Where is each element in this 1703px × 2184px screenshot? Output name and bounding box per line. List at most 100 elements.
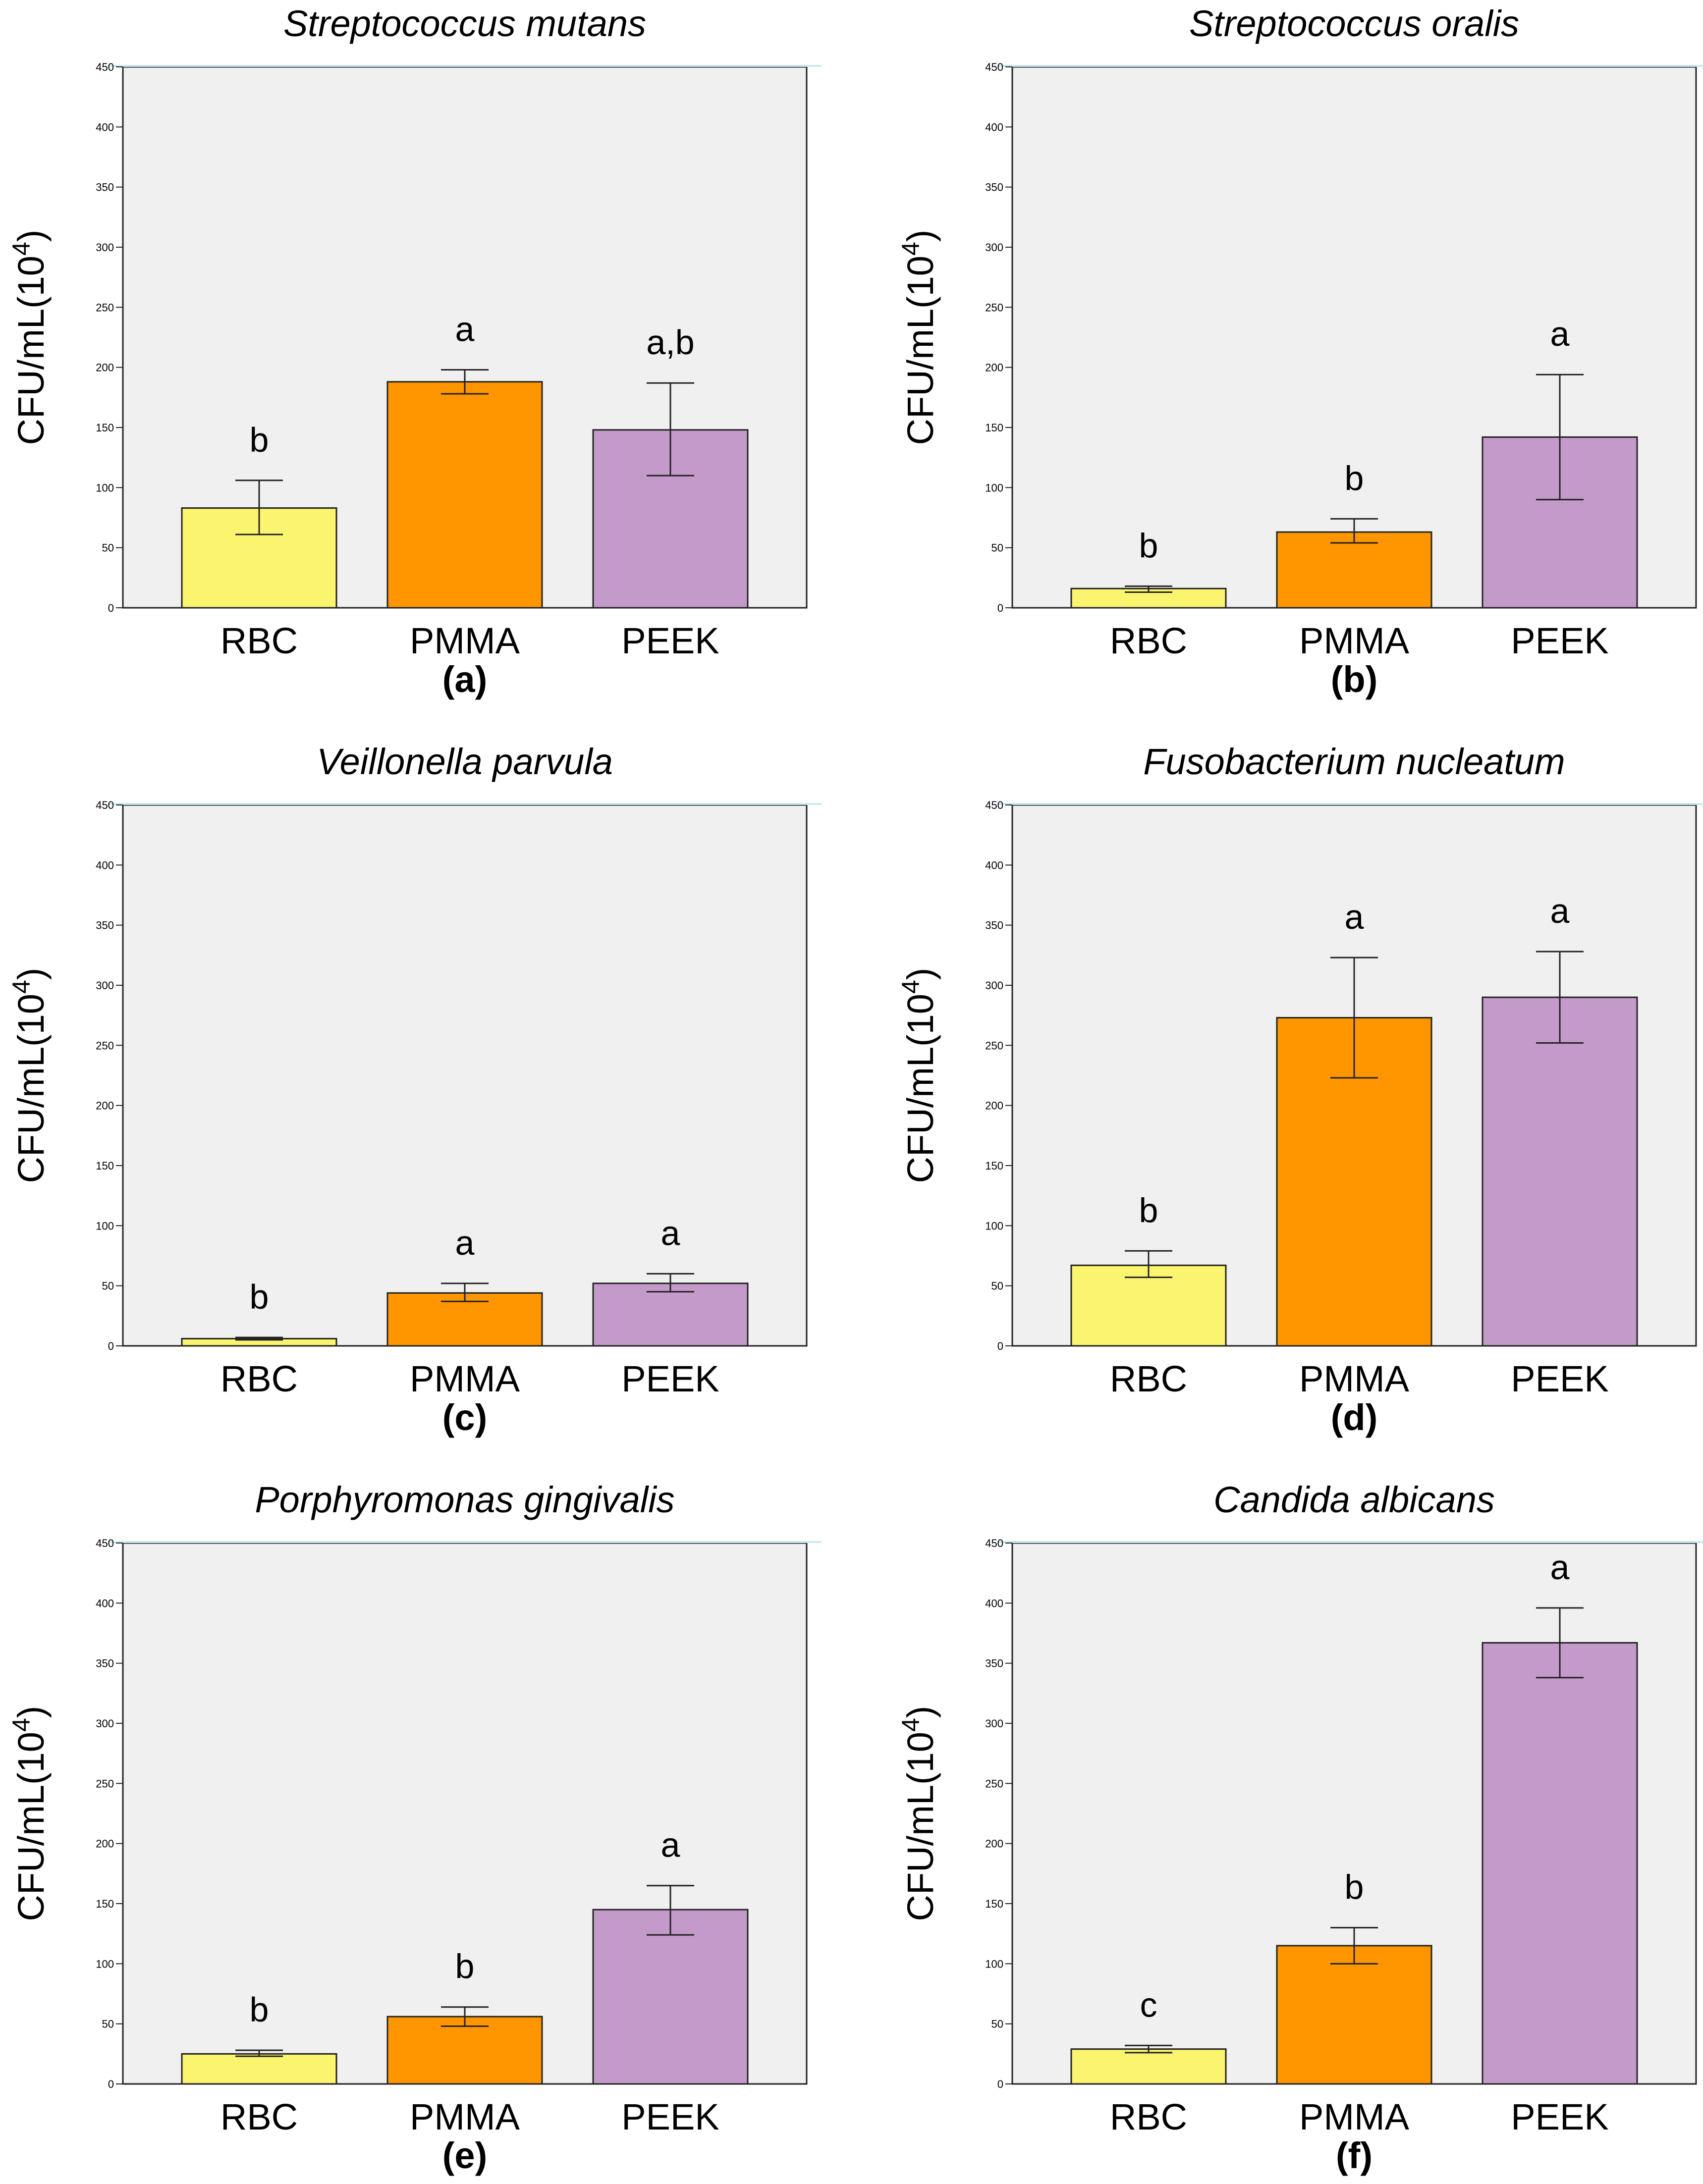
y-tick-label: 0 xyxy=(997,1340,1003,1352)
y-tick-label: 0 xyxy=(108,2078,114,2090)
y-tick-label: 300 xyxy=(96,979,114,992)
y-tick-label: 50 xyxy=(102,542,114,554)
chart-title: Veillonella parvula xyxy=(317,741,613,782)
bar-rbc xyxy=(1070,2048,1227,2085)
significance-letter: b xyxy=(455,1947,475,1986)
category-label-peek: PEEK xyxy=(1511,1358,1608,1399)
y-tick-label: 300 xyxy=(985,1717,1003,1730)
category-label-peek: PEEK xyxy=(621,2096,719,2137)
y-tick-label: 150 xyxy=(985,1898,1003,1910)
y-tick-label: 300 xyxy=(96,1717,114,1730)
category-label-peek: PEEK xyxy=(1511,2096,1608,2137)
y-axis-label-close: ) xyxy=(10,968,52,980)
y-axis-label: CFU/mL(104) xyxy=(7,968,52,1183)
significance-letter: a xyxy=(1550,1548,1570,1587)
y-tick-label: 50 xyxy=(991,2018,1003,2030)
y-axis-label-base: CFU/mL(10 xyxy=(10,1732,52,1921)
category-label-peek: PEEK xyxy=(1511,620,1608,661)
significance-letter: a xyxy=(1550,315,1570,353)
significance-letter: a xyxy=(455,1224,475,1262)
y-tick-label: 350 xyxy=(985,181,1003,194)
panel-label: (e) xyxy=(442,2135,487,2176)
panel-label: (b) xyxy=(1331,659,1378,700)
y-tick-label: 0 xyxy=(997,602,1003,614)
y-tick-label: 200 xyxy=(96,362,114,374)
y-tick-label: 400 xyxy=(985,1597,1003,1609)
y-axis-label-base: CFU/mL(10 xyxy=(900,256,941,445)
y-tick-label: 250 xyxy=(985,301,1003,314)
y-tick-label: 200 xyxy=(985,1838,1003,1850)
y-tick-label: 150 xyxy=(96,422,114,434)
y-axis-label-exponent: 4 xyxy=(897,1718,925,1732)
y-tick-label: 150 xyxy=(985,422,1003,434)
significance-letter: b xyxy=(250,1990,269,2029)
significance-letter: b xyxy=(1345,1868,1364,1907)
y-tick-label: 450 xyxy=(985,1537,1003,1549)
y-tick-label: 0 xyxy=(108,1340,114,1352)
y-tick-label: 400 xyxy=(96,859,114,871)
chart-panel-1: Streptococcus mutans 0 50 100 150 200 250 300 35… xyxy=(7,3,822,700)
y-tick-label: 250 xyxy=(96,1777,114,1790)
chart-panel-3: Veillonella parvula 0 50 100 150 200 250 300 350… xyxy=(7,741,822,1438)
y-axis-label-base: CFU/mL(10 xyxy=(10,994,52,1183)
panel-label: (c) xyxy=(442,1397,487,1438)
chart-panel-4: Fusobacterium nucleatum 0 50 100 150 200 250 30… xyxy=(897,741,1703,1438)
y-tick-label: 300 xyxy=(985,979,1003,992)
category-label-peek: PEEK xyxy=(621,1358,719,1399)
y-axis-label-base: CFU/mL(10 xyxy=(900,1732,941,1921)
category-label-pmma: PMMA xyxy=(1299,1358,1410,1399)
y-tick-label: 150 xyxy=(96,1898,114,1910)
y-tick-label: 300 xyxy=(96,241,114,254)
chart-panel-5: Porphyromonas gingivalis 0 50 100 150 200 250 3… xyxy=(7,1479,822,2176)
y-tick-label: 0 xyxy=(997,2078,1003,2090)
chart-panel-2: Streptococcus oralis 0 50 100 150 200 250 300 35… xyxy=(897,3,1703,700)
bar-peek xyxy=(1482,996,1638,1347)
category-label-pmma: PMMA xyxy=(1299,620,1410,661)
y-tick-label: 200 xyxy=(96,1100,114,1112)
y-tick-label: 450 xyxy=(96,61,114,73)
bar-pmma xyxy=(386,2016,543,2085)
significance-letter: a xyxy=(661,1214,680,1252)
category-label-pmma: PMMA xyxy=(410,1358,520,1399)
y-tick-label: 450 xyxy=(985,799,1003,811)
category-label-pmma: PMMA xyxy=(1299,2096,1410,2137)
y-tick-label: 200 xyxy=(96,1838,114,1850)
significance-letter: a xyxy=(455,310,475,349)
bar-pmma xyxy=(1276,531,1432,609)
category-label-rbc: RBC xyxy=(1110,1358,1187,1399)
category-label-rbc: RBC xyxy=(1110,620,1187,661)
chart-title: Porphyromonas gingivalis xyxy=(255,1479,674,1520)
bar-pmma xyxy=(386,381,543,609)
y-tick-label: 100 xyxy=(96,1958,114,1970)
y-axis-label-exponent: 4 xyxy=(7,1718,35,1732)
y-tick-label: 200 xyxy=(985,1100,1003,1112)
significance-letter: a,b xyxy=(646,323,694,362)
y-axis-label: CFU/mL(104) xyxy=(897,230,941,445)
y-tick-label: 250 xyxy=(96,1039,114,1052)
significance-letter: a xyxy=(661,1826,680,1864)
category-label-pmma: PMMA xyxy=(410,620,520,661)
y-axis-label-close: ) xyxy=(900,968,941,980)
significance-letter: c xyxy=(1140,1985,1157,2024)
y-axis-label-exponent: 4 xyxy=(7,242,35,256)
bar-peek xyxy=(1482,1642,1638,2085)
significance-letter: b xyxy=(1139,526,1158,565)
category-label-rbc: RBC xyxy=(220,1358,298,1399)
chart-title: Streptococcus mutans xyxy=(283,3,646,44)
y-tick-label: 300 xyxy=(985,241,1003,254)
chart-title: Fusobacterium nucleatum xyxy=(1143,741,1565,782)
y-tick-label: 400 xyxy=(985,859,1003,871)
significance-letter: b xyxy=(1345,459,1364,497)
significance-letter: a xyxy=(1550,892,1570,930)
bar-pmma xyxy=(1276,1945,1432,2085)
chart-title: Streptococcus oralis xyxy=(1189,3,1519,44)
panel-label: (f) xyxy=(1336,2135,1373,2176)
y-tick-label: 400 xyxy=(96,121,114,133)
y-tick-label: 50 xyxy=(991,1280,1003,1292)
y-tick-label: 400 xyxy=(96,1597,114,1609)
y-tick-label: 450 xyxy=(985,61,1003,73)
y-axis-label: CFU/mL(104) xyxy=(7,230,52,445)
bar-peek xyxy=(592,1909,749,2085)
y-axis-label-close: ) xyxy=(900,230,941,242)
y-axis-label: CFU/mL(104) xyxy=(897,968,941,1183)
